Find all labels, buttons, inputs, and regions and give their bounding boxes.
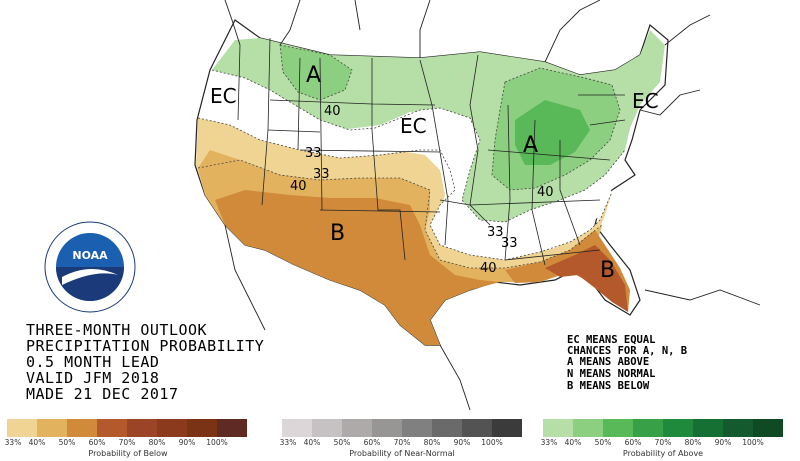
scale-normal-swatch	[372, 419, 402, 437]
scale-below-swatch	[97, 419, 127, 437]
scale-above-tick: 90%	[714, 438, 732, 447]
scale-title-normal: Probability of Near-Normal	[349, 449, 455, 458]
contour-label-33-a: 33	[305, 146, 322, 161]
scale-above-swatch	[633, 419, 663, 437]
title-line-5: MADE 21 DEC 2017	[26, 385, 179, 403]
ec-label-east: EC	[632, 89, 659, 113]
scale-above-tick: 80%	[684, 438, 702, 447]
scale-normal-swatch	[402, 419, 432, 437]
scale-title-below: Probability of Below	[88, 449, 168, 458]
contour-label-40-north: 40	[324, 104, 341, 119]
ticks-normal: 33% 40% 50% 60% 70% 80% 90% 100%	[279, 438, 522, 448]
scale-below-tick: 70%	[118, 438, 136, 447]
title-line-1: THREE-MONTH OUTLOOK	[26, 321, 208, 339]
scale-above-tick: 40%	[564, 438, 582, 447]
precipitation-outlook-map: A A B B EC EC EC 40 33 33 40 40 33 33 40…	[44, 0, 761, 411]
scale-below-swatch	[37, 419, 67, 437]
above-label-east: A	[523, 133, 538, 158]
scale-below	[7, 419, 247, 437]
title-line-2: PRECIPITATION PROBABILITY	[26, 337, 265, 355]
scale-above-swatch	[603, 419, 633, 437]
noaa-logo: NOAA	[44, 221, 136, 313]
scale-below-swatch	[217, 419, 247, 437]
scale-normal-tick: 60%	[363, 438, 381, 447]
scale-normal-tick: 40%	[303, 438, 321, 447]
contour-label-40-sw: 40	[290, 179, 307, 194]
scale-normal-tick: 80%	[423, 438, 441, 447]
scale-below-tick: 33%	[4, 438, 22, 447]
scale-normal-swatch	[342, 419, 372, 437]
legend-line-5: B MEANS BELOW	[567, 380, 650, 392]
contour-label-33-c: 33	[487, 225, 504, 240]
legend-line-3: A MEANS ABOVE	[567, 356, 650, 368]
contour-label-40-east: 40	[537, 185, 554, 200]
scale-below-tick: 90%	[178, 438, 196, 447]
scale-normal	[282, 419, 522, 437]
scale-normal-tick: 90%	[453, 438, 471, 447]
legend-line-1: EC MEANS EQUAL	[567, 334, 656, 346]
ticks-below: 33% 40% 50% 60% 70% 80% 90% 100%	[4, 438, 247, 448]
scale-normal-swatch	[312, 419, 342, 437]
scale-above-swatch	[543, 419, 573, 437]
scale-below-tick: 80%	[148, 438, 166, 447]
scale-normal-swatch	[492, 419, 522, 437]
above-label-west: A	[306, 63, 321, 88]
ec-central-zone	[210, 95, 612, 258]
contour-label-33-d: 33	[501, 236, 518, 251]
above-40-zone-west	[280, 45, 352, 100]
scale-above-swatch	[693, 419, 723, 437]
scale-below-tick: 60%	[88, 438, 106, 447]
scale-above-tick: 33%	[540, 438, 558, 447]
title-line-4: VALID JFM 2018	[26, 369, 160, 387]
scale-below-swatch	[67, 419, 97, 437]
svg-text:NOAA: NOAA	[72, 249, 108, 262]
below-50-zone	[215, 190, 500, 345]
title-line-3: 0.5 MONTH LEAD	[26, 353, 160, 371]
scale-normal-swatch	[462, 419, 492, 437]
scale-above-tick: 70%	[654, 438, 672, 447]
scale-above-swatch	[753, 419, 783, 437]
scale-below-tick: 50%	[58, 438, 76, 447]
scale-normal-tick: 70%	[393, 438, 411, 447]
scale-below-swatch	[127, 419, 157, 437]
ec-label-central: EC	[400, 114, 427, 138]
scale-normal-tick: 33%	[279, 438, 297, 447]
legend-line-2: CHANCES FOR A, N, B	[567, 345, 688, 357]
below-label-sw: B	[330, 221, 345, 246]
contour-lines	[197, 44, 626, 269]
below-60-zone	[545, 245, 628, 312]
state-boundaries	[237, 37, 626, 266]
scale-normal-tick: 100%	[481, 438, 503, 447]
below-label-fl: B	[600, 258, 615, 283]
scale-below-swatch	[7, 419, 37, 437]
scale-below-tick: 40%	[28, 438, 46, 447]
scale-above-tick: 100%	[742, 438, 764, 447]
legend-line-4: N MEANS NORMAL	[567, 368, 656, 380]
scale-normal-swatch	[432, 419, 462, 437]
scale-above	[543, 419, 783, 437]
contour-label-33-b: 33	[313, 167, 330, 182]
scale-below-swatch	[157, 419, 187, 437]
border-outlines	[224, 0, 761, 411]
ec-label-west: EC	[210, 84, 237, 108]
scale-above-swatch	[663, 419, 693, 437]
scale-above-tick: 50%	[594, 438, 612, 447]
scale-below-tick: 100%	[206, 438, 228, 447]
contour-label-40-gulf: 40	[480, 261, 497, 276]
scale-normal-swatch	[282, 419, 312, 437]
ticks-above: 33% 40% 50% 60% 70% 80% 90% 100%	[540, 438, 783, 448]
scale-above-swatch	[723, 419, 753, 437]
scale-below-swatch	[187, 419, 217, 437]
scale-normal-tick: 50%	[333, 438, 351, 447]
scale-above-tick: 60%	[624, 438, 642, 447]
scale-above-swatch	[573, 419, 603, 437]
scale-title-above: Probability of Above	[622, 449, 704, 458]
